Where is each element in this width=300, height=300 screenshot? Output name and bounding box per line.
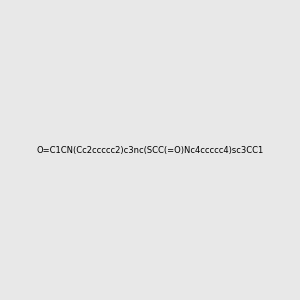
Text: O=C1CN(Cc2ccccc2)c3nc(SCC(=O)Nc4ccccc4)sc3CC1: O=C1CN(Cc2ccccc2)c3nc(SCC(=O)Nc4ccccc4)s… — [36, 146, 264, 154]
